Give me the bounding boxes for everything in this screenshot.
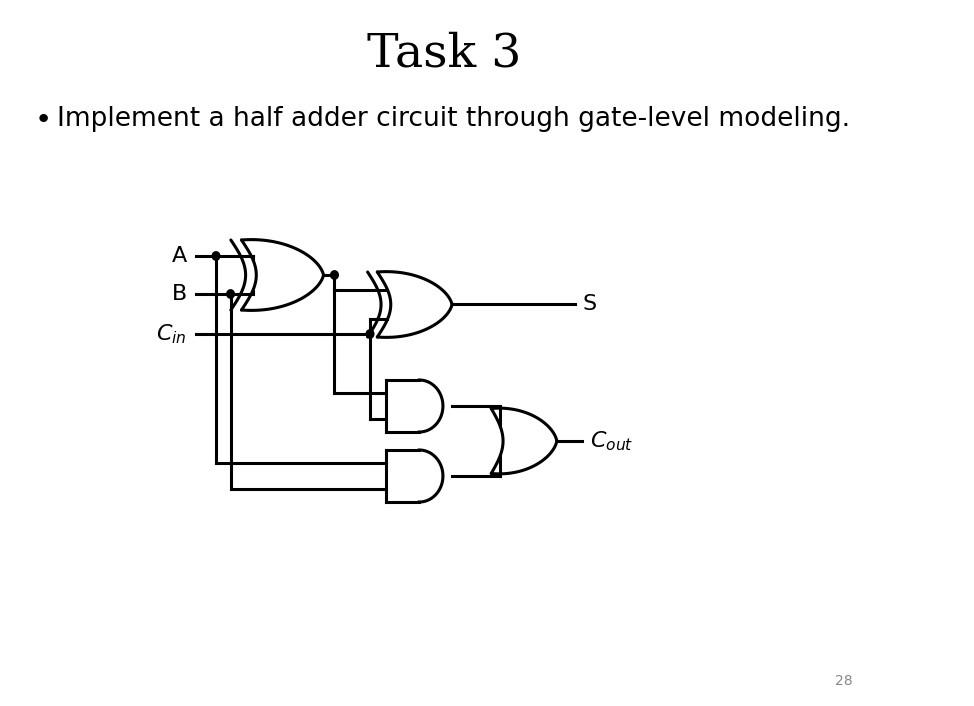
Circle shape [330, 271, 338, 279]
Text: $C_{in}$: $C_{in}$ [156, 322, 187, 346]
Circle shape [366, 330, 374, 338]
Text: •: • [35, 106, 52, 134]
Text: S: S [582, 294, 596, 314]
Text: Task 3: Task 3 [366, 31, 521, 76]
Text: A: A [171, 246, 187, 266]
Text: $C_{out}$: $C_{out}$ [589, 429, 633, 453]
Text: 28: 28 [835, 674, 852, 688]
Text: B: B [171, 284, 187, 304]
Text: Implement a half adder circuit through gate-level modeling.: Implement a half adder circuit through g… [56, 106, 849, 132]
Circle shape [212, 252, 220, 261]
Circle shape [227, 289, 235, 298]
